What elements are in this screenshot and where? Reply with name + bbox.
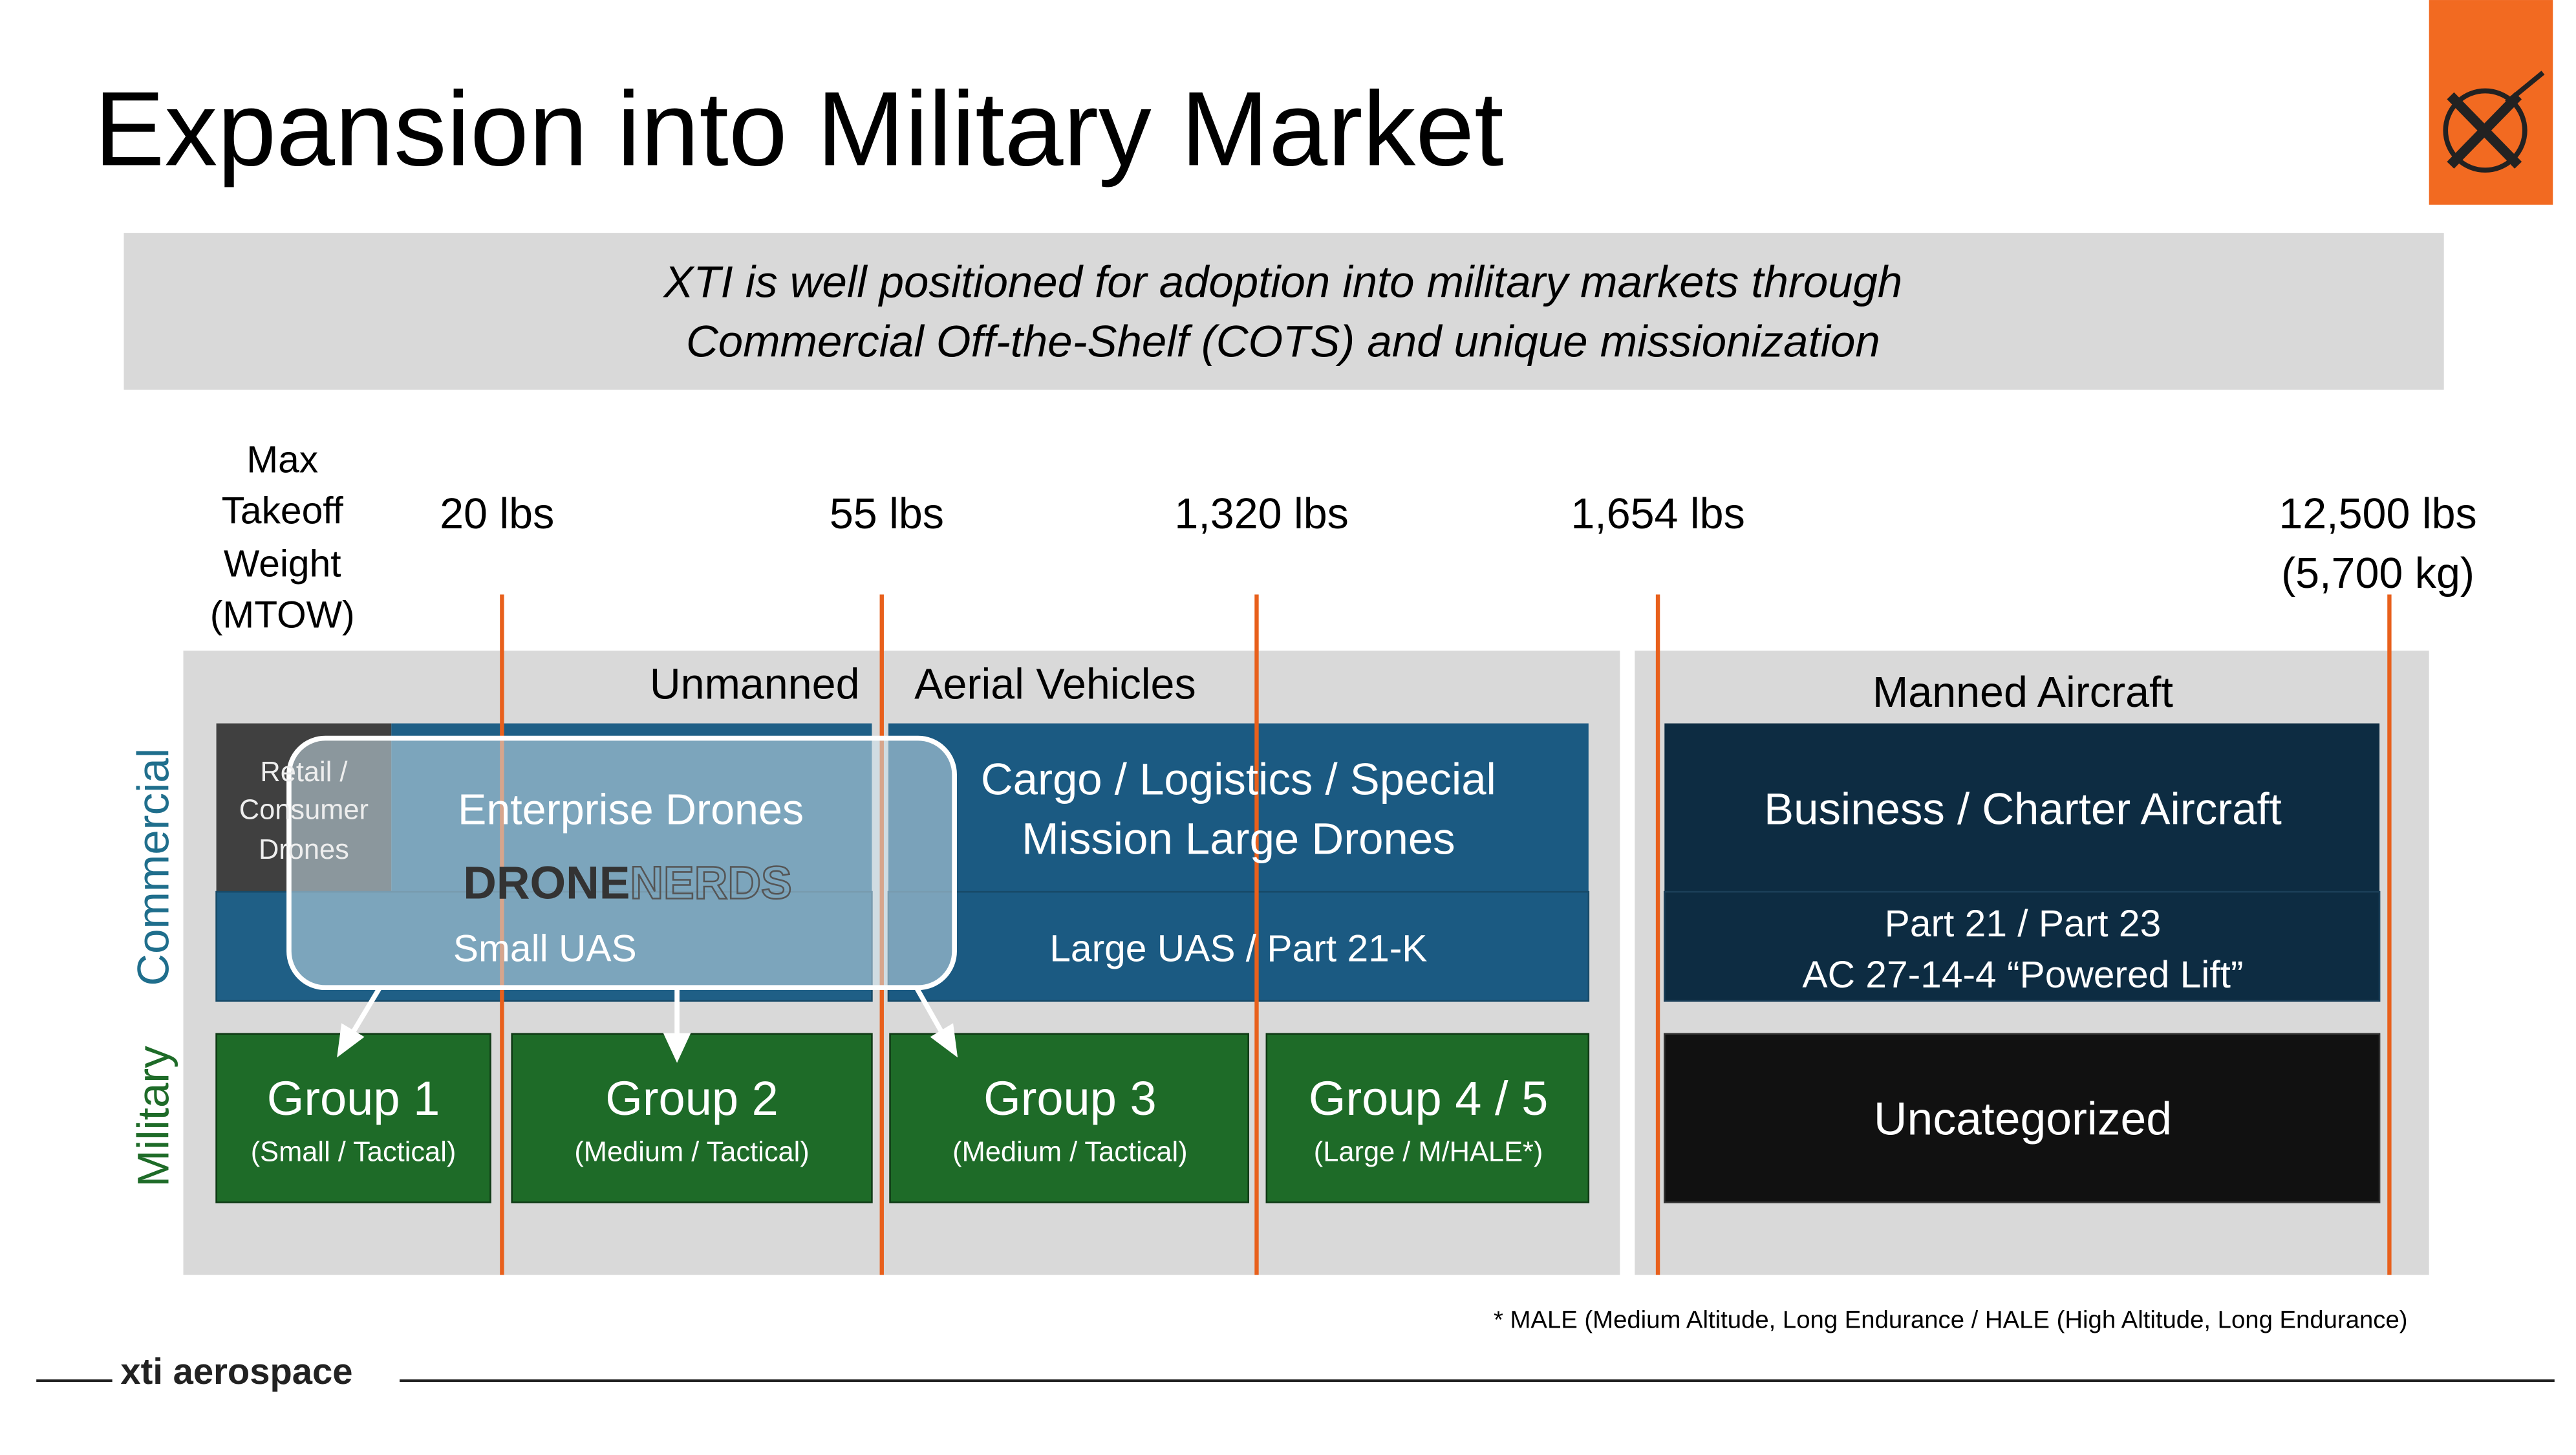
overlay [286,735,957,991]
box-label: Uncategorized [1874,1094,2172,1145]
partner-logo: DRONENERDS [463,857,792,909]
group-title: Group 1 [267,1072,440,1125]
weight-label: 12,500 lbs [2279,490,2476,538]
banner [123,233,2444,390]
box-label: Part 21 / Part 23 [1885,903,2162,945]
group-subtitle: (Medium / Tactical) [574,1136,809,1167]
retail-line: Consumer [239,795,369,826]
retail-line: Retail / [260,757,348,788]
large-uas-box [887,890,1590,1002]
cargo-box [888,723,1589,892]
section-label: Aerial Vehicles [914,660,1196,708]
weight-label: 20 lbs [440,490,554,538]
box-label: AC 27-14-4 “Powered Lift” [1802,954,2243,996]
logo-box [2429,0,2553,205]
group-box [511,1033,873,1203]
group-title: Group 3 [983,1072,1157,1125]
group-box [1265,1033,1590,1203]
partner-logo-part: DRONE [463,857,630,909]
box-label: Cargo / Logistics / Special [981,754,1496,804]
retail-line: Drones [259,834,349,865]
mtow-line: Weight [224,543,341,585]
group-subtitle: (Small / Tactical) [251,1136,456,1167]
footnote: * MALE (Medium Altitude, Long Endurance … [1494,1306,2408,1333]
arrows [337,986,958,1063]
title: Expansion into Military Market [94,69,1504,188]
section-label: Manned Aircraft [1873,669,2173,717]
part-box [1663,890,2381,1002]
mtow-label: Max Takeoff Weight (MTOW) [210,438,355,636]
mtow-line: Max [246,438,318,480]
mtow-line: Takeoff [222,490,344,532]
logo-icon [2443,70,2545,173]
weight-label: (5,700 kg) [2281,550,2474,598]
partner-logo-part: NERDS [630,857,791,909]
weight-label: 1,654 lbs [1571,490,1744,538]
banner-line: XTI is well positioned for adoption into… [662,257,1902,307]
group-subtitle: (Medium / Tactical) [952,1136,1187,1167]
uncategorized-box [1663,1033,2381,1203]
footer-logo: xti aerospace [120,1351,352,1392]
box-label: Enterprise Drones [458,786,804,834]
group-subtitle: (Large / M/HALE*) [1314,1136,1543,1167]
banner-line: Commercial Off-the-Shelf (COTS) and uniq… [686,317,1880,367]
group-title: Group 4 / 5 [1309,1072,1548,1125]
box-label: Small UAS [453,927,637,969]
box-label: Business / Charter Aircraft [1764,784,2282,834]
group-box [889,1033,1249,1203]
section-label: Unmanned [650,660,860,708]
group-box [215,1033,491,1203]
row-label: Commercial [128,748,178,986]
business-box [1664,723,2380,892]
mtow-line: (MTOW) [210,594,355,636]
box-label: Mission Large Drones [1022,814,1455,863]
weight-label: 1,320 lbs [1174,490,1348,538]
row-label: Military [128,1046,178,1187]
box-label: Large UAS / Part 21-K [1049,927,1427,969]
weight-label: 55 lbs [830,490,944,538]
group-title: Group 2 [605,1072,778,1125]
